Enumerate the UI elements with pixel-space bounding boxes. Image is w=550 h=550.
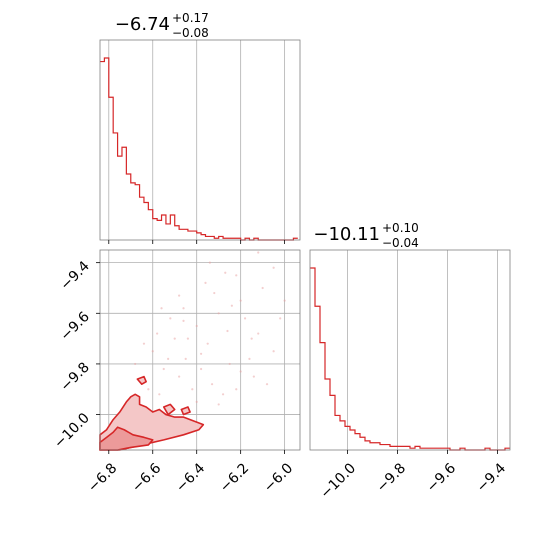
title-median: −10.11 (313, 224, 380, 245)
x-tick-label: −6.0 (261, 460, 296, 495)
axes-frame (99, 39, 301, 241)
contour-island-3 (180, 406, 191, 416)
scatter-point (206, 342, 209, 345)
scatter-point (160, 307, 163, 310)
scatter-point (199, 367, 203, 371)
scatter-point (204, 281, 207, 285)
scatter-point (186, 337, 190, 340)
scatter-point (279, 317, 282, 320)
scatter-point (213, 291, 216, 295)
scatter-point (182, 319, 185, 322)
scatter-point (250, 337, 253, 340)
histogram-panel-top: −6.74 +0.17−0.08 (99, 11, 301, 244)
scatter-point (235, 274, 238, 277)
scatter-point (248, 357, 251, 360)
x-tick-label: −6.6 (129, 460, 164, 495)
scatter-point (217, 403, 220, 406)
scatter-point (261, 286, 264, 290)
title-upper: +0.17 (172, 11, 209, 25)
scatter-point (272, 350, 275, 353)
scatter-point (199, 352, 203, 355)
y-tick-label: −10.0 (51, 410, 93, 452)
scatter-point (195, 400, 198, 403)
histogram-step (310, 267, 510, 451)
scatter-point (265, 383, 269, 386)
x-tick-label: −9.8 (374, 460, 409, 495)
contour-panel: −10.0 −9.8 −9.6 −9.4 −6.8 −6.6 −6.4 −6.2 −6.0 (51, 249, 301, 496)
x-tick-label: −6.2 (217, 460, 252, 495)
scatter-point (272, 266, 275, 269)
histogram-step (100, 57, 298, 241)
scatter-point (173, 337, 176, 340)
scatter-point (224, 271, 227, 274)
scatter-point (239, 370, 242, 373)
scatter-point (239, 299, 242, 302)
contour-inner (99, 426, 154, 451)
scatter-point (182, 307, 185, 310)
scatter-point (156, 332, 159, 335)
scatter-point (195, 324, 198, 328)
scatter-point (162, 367, 165, 371)
scatter-point (147, 388, 150, 391)
scatter-point (191, 388, 194, 391)
axes-frame (99, 249, 301, 451)
scatter-point (257, 251, 260, 254)
scatter-point (228, 362, 231, 366)
scatter-point (151, 350, 154, 353)
title-lower: −0.04 (382, 236, 419, 250)
scatter-point (221, 393, 225, 396)
title-lower: −0.08 (172, 26, 209, 40)
scatter-point (243, 317, 247, 320)
scatter-point (184, 357, 187, 360)
scatter-point (235, 388, 238, 391)
scatter-point (230, 304, 233, 307)
title-upper: +0.10 (382, 221, 419, 235)
x-tick-label: −10.0 (317, 460, 359, 502)
title-median: −6.74 (115, 14, 170, 35)
x-tick-label: −6.4 (173, 460, 208, 495)
scatter-point (169, 317, 172, 320)
scatter-point (134, 362, 137, 366)
x-tick-label: −6.8 (85, 460, 120, 495)
scatter-point (257, 332, 260, 335)
contour-island-2 (162, 403, 176, 416)
contour-island-1 (136, 375, 147, 385)
scatter-point (226, 329, 229, 333)
scatter-point (178, 375, 181, 378)
histogram-panel-right: −10.11 +0.10−0.04 −10.0 −9.8 −9.6 −9.4 (309, 221, 511, 502)
y-tick-label: −9.8 (57, 359, 92, 394)
scatter-point (142, 342, 146, 345)
scatter-point (167, 357, 170, 360)
scatter-point (158, 393, 161, 396)
scatter-point (210, 383, 214, 386)
axes-frame (309, 249, 511, 451)
scatter-point (217, 312, 220, 315)
scatter-point (252, 375, 255, 378)
x-tick-label: −9.4 (474, 460, 509, 495)
y-tick-label: −9.4 (57, 258, 92, 293)
x-tick-label: −9.6 (424, 460, 459, 495)
scatter-point (208, 261, 211, 264)
y-tick-label: −9.6 (57, 309, 92, 344)
scatter-point (178, 294, 181, 297)
scatter-point (283, 299, 286, 302)
